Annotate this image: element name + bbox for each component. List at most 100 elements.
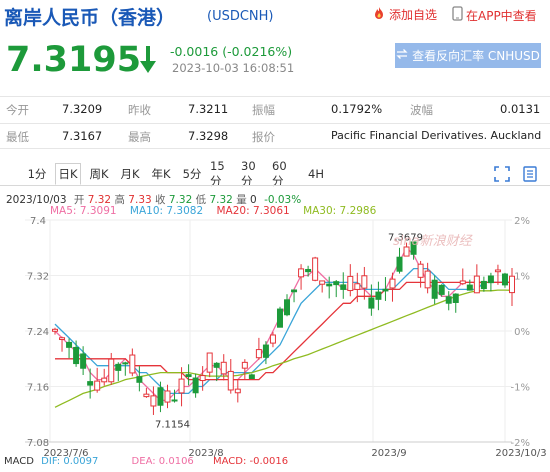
kline-chart[interactable]: 7.4 7.32 7.24 7.16 7.08 2% 1% 0% -1% -2% 2023/7/6 2… bbox=[0, 215, 550, 472]
tabs-underline bbox=[0, 185, 550, 186]
candle-body bbox=[424, 270, 431, 289]
quote-value-volatility: 0.0131 bbox=[500, 102, 541, 116]
axis-labels: 7.4 7.32 7.24 7.16 7.08 2% 1% 0% -1% -2% 2023/7/6 2… bbox=[27, 216, 547, 459]
candle-body bbox=[115, 363, 122, 371]
tab-1min[interactable]: 1分 bbox=[27, 167, 47, 181]
y-tick-label: 7.32 bbox=[27, 272, 49, 283]
quote-label-low: 最低 bbox=[6, 130, 29, 144]
flame-icon bbox=[372, 6, 386, 23]
x-tick-label: 2023/10/3 bbox=[495, 448, 546, 459]
candle-body bbox=[157, 387, 164, 406]
candle-body bbox=[494, 269, 501, 273]
candle-body bbox=[340, 284, 347, 290]
y-pct-tick-label: 0% bbox=[514, 327, 530, 338]
candle-body bbox=[361, 275, 368, 289]
tab-30min[interactable]: 30分 bbox=[241, 159, 256, 188]
x-tick-label: 2023/8 bbox=[188, 448, 223, 459]
symbol-code: (USDCNH) bbox=[207, 9, 274, 24]
tab-4h[interactable]: 4H bbox=[308, 167, 324, 181]
candle-body bbox=[66, 341, 73, 348]
candle-body bbox=[136, 376, 143, 383]
bar-open-label: 开 bbox=[73, 194, 85, 206]
tab-yearly[interactable]: 年K bbox=[151, 167, 171, 181]
quote-value-low: 7.3167 bbox=[62, 129, 103, 143]
quote-label-source: 报价 bbox=[252, 130, 275, 144]
bar-high: 7.33 bbox=[128, 194, 152, 206]
candlesticks bbox=[52, 241, 515, 415]
y-pct-tick-label: 2% bbox=[514, 216, 530, 227]
dea-legend: DEA: 0.0106 bbox=[131, 456, 194, 467]
candle-body bbox=[269, 334, 276, 344]
x-tick-label: 2023/7/6 bbox=[44, 448, 89, 459]
candle-body bbox=[473, 275, 480, 294]
candle-body bbox=[164, 390, 171, 403]
candle-body bbox=[122, 362, 129, 365]
candle-body bbox=[284, 299, 291, 316]
bar-info: 2023/10/03 开 7.32 高 7.33 收 7.32 低 7.32 量… bbox=[6, 192, 301, 207]
candle-body bbox=[452, 293, 459, 303]
candle-body bbox=[73, 346, 80, 365]
bar-close-label: 收 bbox=[155, 194, 166, 206]
ma10-legend: MA10: 7.3082 bbox=[129, 205, 204, 217]
dif-legend: DIF: 0.0097 bbox=[41, 456, 99, 467]
price-change: -0.0016 (-0.0216%) bbox=[170, 44, 293, 59]
quote-label-open: 今开 bbox=[6, 103, 29, 117]
current-price: 7.3195 bbox=[6, 40, 142, 80]
add-favorite-button[interactable]: 添加自选 bbox=[372, 6, 437, 23]
candle-body bbox=[466, 284, 473, 291]
reverse-rate-label: 查看反向汇率 CNHUSD bbox=[412, 49, 540, 63]
reverse-rate-button[interactable]: 查看反向汇率 CNHUSD bbox=[395, 43, 541, 68]
divider bbox=[0, 123, 550, 124]
candle-body bbox=[220, 361, 227, 375]
candle-body bbox=[509, 275, 515, 294]
candle-body bbox=[326, 283, 333, 287]
quote-label-prev-close: 昨收 bbox=[128, 103, 151, 117]
max-price-label: 7.3679 bbox=[388, 232, 423, 243]
bar-vol: 0 bbox=[250, 194, 257, 206]
quote-value-source: Pacific Financial Derivatives. Auckland bbox=[331, 129, 542, 142]
tab-15min[interactable]: 15分 bbox=[210, 159, 225, 188]
candle-body bbox=[178, 378, 185, 394]
fullscreen-icon[interactable] bbox=[494, 166, 510, 186]
y-tick-label: 7.16 bbox=[27, 383, 49, 394]
tab-daily[interactable]: 日K bbox=[55, 163, 81, 185]
divider bbox=[0, 96, 550, 97]
candle-body bbox=[354, 283, 361, 290]
bar-close: 7.32 bbox=[168, 194, 193, 206]
candle-body bbox=[234, 388, 241, 394]
candle-body bbox=[150, 395, 157, 407]
candle-body bbox=[59, 337, 66, 341]
tab-weekly[interactable]: 周K bbox=[89, 167, 109, 181]
page-title: 离岸人民币（香港） bbox=[4, 7, 176, 29]
candle-body bbox=[487, 275, 494, 284]
tab-monthly[interactable]: 月K bbox=[120, 167, 140, 181]
y-pct-tick-label: 1% bbox=[514, 272, 530, 283]
candle-body bbox=[445, 296, 452, 304]
quote-value-prev-close: 7.3211 bbox=[188, 102, 229, 116]
y-tick-label: 7.08 bbox=[27, 438, 49, 449]
tab-60min[interactable]: 60分 bbox=[272, 159, 287, 188]
candle-body bbox=[143, 393, 150, 398]
tab-5min[interactable]: 5分 bbox=[182, 167, 202, 181]
candle-body bbox=[368, 297, 375, 309]
candle-body bbox=[501, 273, 508, 286]
candle-body bbox=[291, 289, 298, 293]
candle-body bbox=[87, 381, 94, 386]
candle-body bbox=[375, 291, 382, 300]
candle-body bbox=[382, 288, 389, 292]
candle-body bbox=[276, 308, 283, 328]
candle-body bbox=[319, 280, 326, 285]
candle-body bbox=[255, 349, 262, 359]
candle-body bbox=[192, 377, 199, 394]
settings-list-icon[interactable] bbox=[522, 166, 538, 186]
candle-body bbox=[94, 380, 101, 391]
bar-high-label: 高 bbox=[114, 194, 125, 206]
candle-body bbox=[227, 370, 234, 391]
ma20-legend: MA20: 7.3061 bbox=[216, 205, 290, 217]
candle-body bbox=[101, 377, 108, 383]
candle-body bbox=[347, 275, 354, 292]
candle-body bbox=[298, 268, 305, 278]
open-in-app-button[interactable]: 在APP中查看 bbox=[452, 6, 537, 24]
candle-body bbox=[213, 362, 220, 368]
quote-label-amplitude: 振幅 bbox=[252, 103, 275, 117]
